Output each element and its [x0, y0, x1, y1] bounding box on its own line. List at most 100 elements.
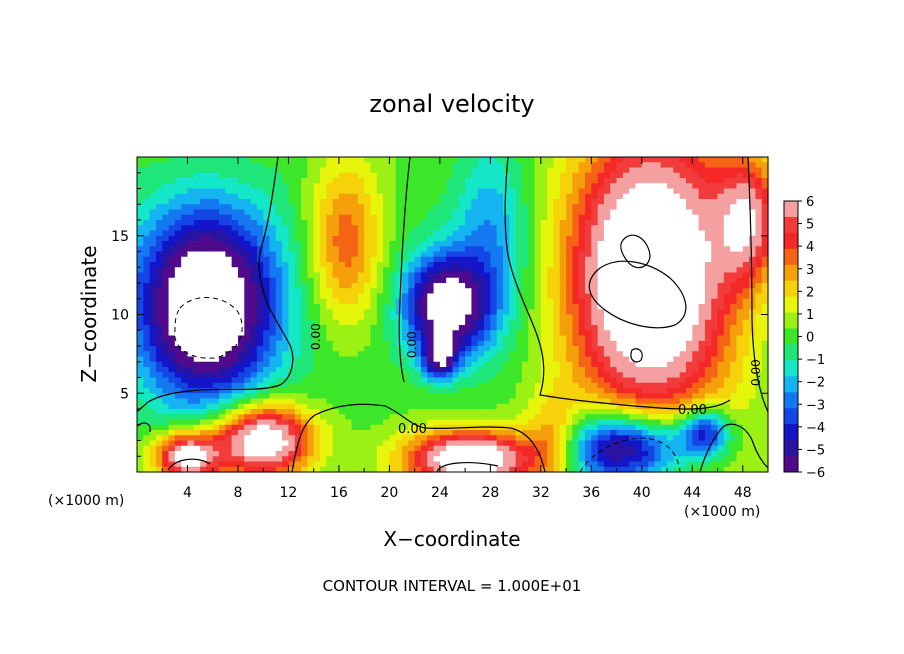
field-cell: [654, 361, 662, 368]
field-cell: [597, 298, 605, 305]
field-cell: [149, 367, 157, 373]
field-cell: [742, 214, 750, 221]
field-cell: [547, 267, 555, 274]
field-cell: [566, 351, 573, 358]
field-cell: [641, 246, 649, 253]
field-cell: [275, 409, 283, 415]
field-cell: [351, 235, 359, 242]
field-cell: [610, 298, 618, 305]
field-cell: [231, 235, 239, 242]
field-cell: [414, 178, 422, 184]
field-cell: [275, 214, 283, 221]
field-cell: [730, 277, 738, 284]
field-cell: [427, 304, 435, 310]
field-cell: [433, 220, 441, 226]
field-cell: [420, 256, 428, 263]
field-cell: [654, 403, 662, 410]
field-cell: [509, 314, 517, 321]
field-cell: [528, 246, 536, 253]
field-cell: [168, 199, 176, 205]
field-cell: [389, 272, 397, 279]
field-cell: [736, 172, 744, 179]
field-cell: [313, 309, 321, 316]
field-cell: [200, 293, 208, 300]
field-cell: [275, 288, 283, 295]
field-cell: [742, 193, 750, 200]
field-cell: [332, 298, 340, 305]
field-cell: [673, 277, 681, 284]
field-cell: [446, 162, 454, 169]
field-cell: [616, 230, 624, 237]
field-cell: [465, 246, 473, 253]
field-cell: [509, 246, 517, 253]
field-cell: [357, 377, 365, 384]
field-cell: [502, 319, 510, 326]
field-cell: [338, 298, 346, 305]
field-cell: [219, 178, 226, 184]
field-cell: [591, 246, 599, 253]
field-cell: [244, 178, 252, 184]
field-cell: [275, 246, 283, 253]
field-cell: [345, 283, 353, 289]
field-cell: [515, 388, 523, 394]
field-cell: [319, 298, 327, 305]
field-cell: [685, 288, 693, 295]
field-cell: [345, 319, 353, 326]
field-cell: [313, 409, 321, 415]
field-cell: [509, 335, 517, 342]
field-cell: [357, 319, 365, 326]
field-cell: [730, 209, 738, 216]
field-cell: [749, 199, 756, 205]
field-cell: [364, 193, 372, 200]
field-cell: [578, 283, 586, 289]
field-cell: [528, 241, 536, 247]
field-cell: [206, 204, 214, 211]
field-cell: [288, 225, 296, 232]
field-cell: [250, 351, 258, 358]
field-cell: [187, 214, 195, 221]
field-cell: [200, 288, 208, 295]
field-cell: [275, 314, 283, 321]
field-cell: [660, 319, 668, 326]
field-cell: [149, 220, 157, 226]
field-cell: [446, 367, 454, 373]
field-cell: [749, 382, 756, 389]
field-cell: [364, 361, 372, 368]
field-cell: [345, 293, 353, 300]
field-cell: [301, 225, 308, 232]
field-cell: [616, 409, 624, 415]
field-cell: [559, 361, 567, 368]
field-cell: [319, 246, 327, 253]
field-cell: [155, 403, 163, 410]
field-cell: [692, 220, 700, 226]
field-cell: [742, 251, 750, 258]
field-cell: [465, 288, 473, 295]
field-cell: [181, 304, 189, 310]
field-cell: [376, 382, 384, 389]
field-cell: [723, 214, 731, 221]
field-cell: [313, 256, 321, 263]
field-cell: [168, 388, 176, 394]
field-cell: [326, 167, 334, 174]
field-cell: [345, 251, 353, 258]
field-cell: [370, 340, 378, 347]
field-cell: [591, 204, 599, 211]
field-cell: [704, 288, 712, 295]
field-cell: [275, 230, 283, 237]
field-cell: [181, 403, 189, 410]
field-cell: [288, 241, 296, 247]
field-cell: [749, 235, 756, 242]
field-cell: [155, 204, 163, 211]
field-cell: [521, 409, 529, 415]
field-cell: [736, 403, 744, 410]
field-cell: [635, 157, 643, 163]
field-cell: [269, 178, 277, 184]
field-cell: [717, 393, 725, 400]
field-cell: [231, 377, 239, 384]
field-cell: [648, 309, 656, 316]
field-cell: [225, 293, 233, 300]
field-cell: [301, 235, 308, 242]
field-cell: [307, 340, 315, 347]
field-cell: [528, 409, 536, 415]
field-cell: [755, 377, 763, 384]
